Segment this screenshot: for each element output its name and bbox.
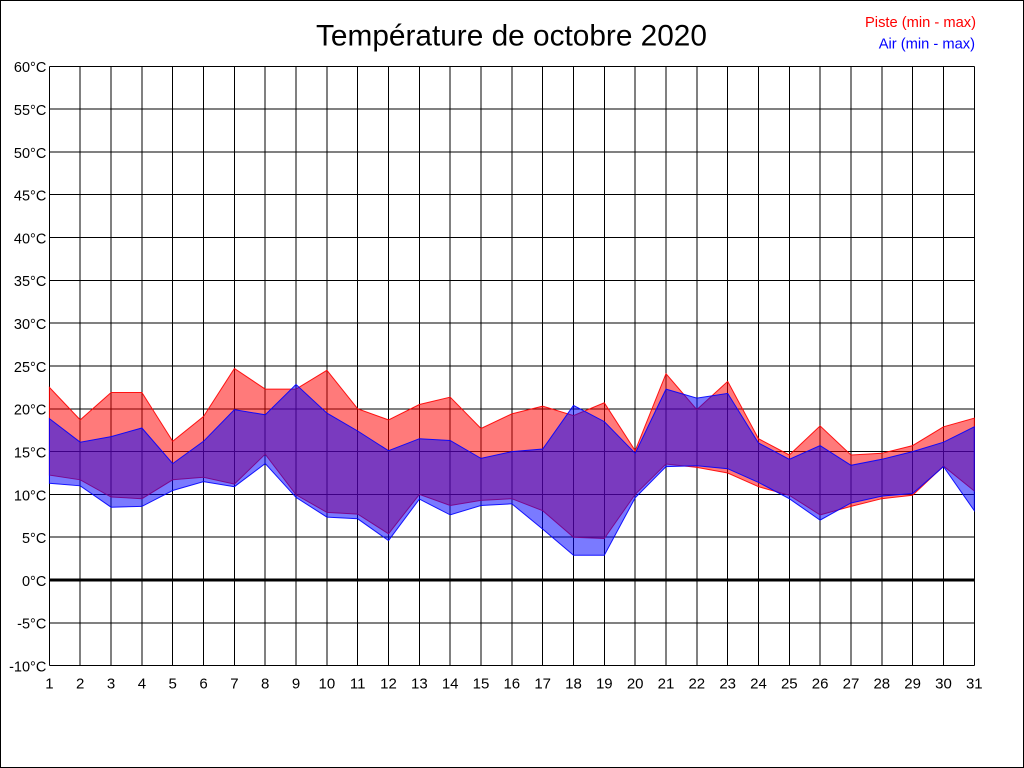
svg-text:-10°C: -10°C [9, 660, 46, 676]
svg-text:45°C: 45°C [14, 189, 46, 205]
svg-text:27: 27 [843, 676, 860, 693]
svg-text:Piste (min - max): Piste (min - max) [865, 15, 976, 31]
svg-text:6: 6 [199, 676, 207, 693]
svg-text:31: 31 [966, 676, 983, 693]
svg-text:29: 29 [904, 676, 921, 693]
svg-text:15: 15 [473, 676, 490, 693]
svg-text:Température de octobre 2020: Température de octobre 2020 [316, 20, 707, 53]
svg-text:5°C: 5°C [22, 531, 46, 547]
svg-text:55°C: 55°C [14, 103, 46, 119]
svg-text:11: 11 [350, 676, 366, 693]
svg-text:35°C: 35°C [14, 274, 46, 290]
svg-text:23: 23 [719, 676, 736, 693]
svg-text:7: 7 [230, 676, 238, 693]
svg-text:9: 9 [292, 676, 300, 693]
svg-text:26: 26 [812, 676, 829, 693]
svg-text:1: 1 [45, 676, 53, 693]
svg-text:4: 4 [138, 676, 146, 693]
svg-text:14: 14 [442, 676, 459, 693]
svg-text:5: 5 [169, 676, 177, 693]
svg-text:30: 30 [935, 676, 952, 693]
svg-text:24: 24 [750, 676, 767, 693]
svg-text:40°C: 40°C [14, 231, 46, 247]
svg-text:60°C: 60°C [14, 60, 46, 76]
svg-text:25°C: 25°C [14, 360, 46, 376]
svg-text:15°C: 15°C [14, 446, 46, 462]
svg-text:8: 8 [261, 676, 269, 693]
svg-text:19: 19 [596, 676, 613, 693]
svg-text:25: 25 [781, 676, 798, 693]
svg-text:2: 2 [76, 676, 84, 693]
svg-text:20°C: 20°C [14, 403, 46, 419]
svg-text:Air (min - max): Air (min - max) [879, 37, 975, 53]
svg-text:13: 13 [411, 676, 428, 693]
svg-text:0°C: 0°C [22, 574, 46, 590]
svg-text:28: 28 [873, 676, 890, 693]
svg-text:18: 18 [565, 676, 582, 693]
svg-text:50°C: 50°C [14, 146, 46, 162]
svg-text:20: 20 [627, 676, 644, 693]
svg-text:10: 10 [319, 676, 336, 693]
svg-text:21: 21 [658, 676, 675, 693]
svg-text:30°C: 30°C [14, 317, 46, 333]
svg-text:16: 16 [503, 676, 520, 693]
svg-text:10°C: 10°C [14, 488, 46, 504]
svg-text:-5°C: -5°C [17, 617, 46, 633]
svg-text:17: 17 [534, 676, 551, 693]
svg-text:22: 22 [688, 676, 705, 693]
svg-text:3: 3 [107, 676, 115, 693]
svg-text:12: 12 [380, 676, 397, 693]
